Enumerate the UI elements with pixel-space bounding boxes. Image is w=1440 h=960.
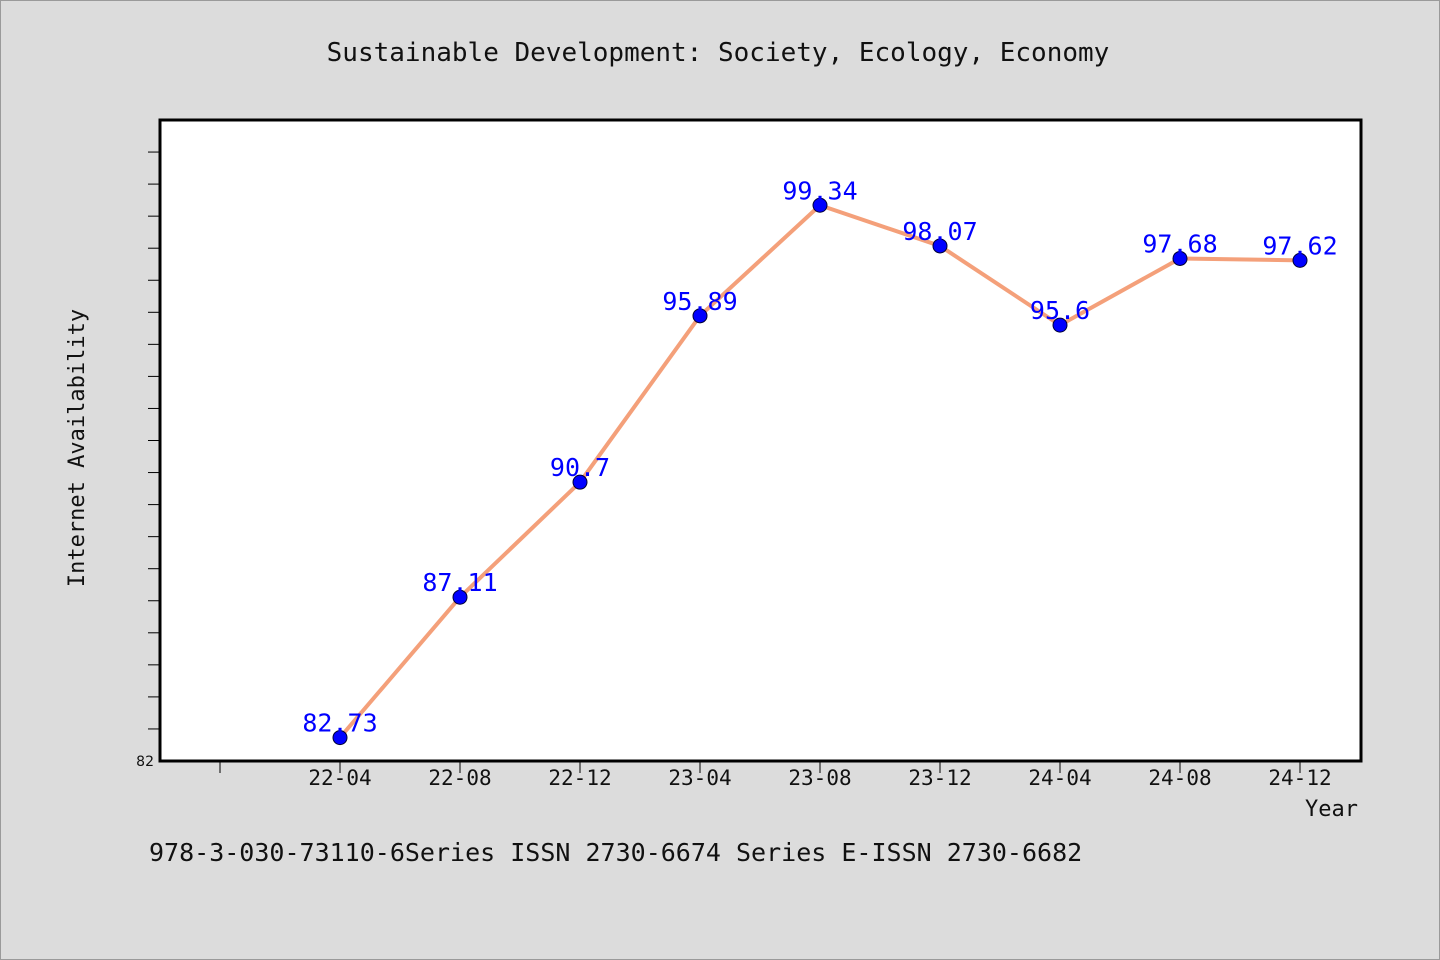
footer-isbn-text: 978-3-030-73110-6Series ISSN 2730-6674 S… bbox=[149, 838, 1082, 867]
data-point bbox=[1292, 252, 1308, 268]
data-point bbox=[1052, 317, 1068, 333]
x-tick-label: 22-04 bbox=[308, 766, 371, 790]
data-point bbox=[692, 308, 708, 324]
x-tick-label: 23-12 bbox=[908, 766, 971, 790]
data-label: 87.11 bbox=[422, 568, 497, 597]
data-label: 95.89 bbox=[662, 287, 737, 316]
data-point bbox=[332, 730, 348, 746]
plot-area bbox=[158, 118, 1363, 763]
data-label: 95.6 bbox=[1030, 296, 1090, 325]
data-point bbox=[572, 474, 588, 490]
x-tick-label: 23-04 bbox=[668, 766, 731, 790]
y-tick-label: 82 bbox=[136, 754, 154, 770]
data-labels: 82.73 87.11 90.7 95.89 99.34 98.07 95.6 97.68 97… bbox=[302, 176, 1337, 737]
y-axis-label: Internet Availability bbox=[65, 309, 90, 587]
x-tick-label: 23-08 bbox=[788, 766, 851, 790]
data-point bbox=[452, 589, 468, 605]
data-point bbox=[932, 238, 948, 254]
x-tick-label: 24-12 bbox=[1268, 766, 1331, 790]
data-label: 82.73 bbox=[302, 709, 377, 738]
data-label: 99.34 bbox=[782, 176, 857, 205]
data-markers bbox=[332, 197, 1308, 746]
data-label: 97.68 bbox=[1142, 229, 1217, 258]
y-axis-ticks: 82 bbox=[136, 151, 160, 770]
x-tick-label: 24-04 bbox=[1028, 766, 1091, 790]
x-axis-label: Year bbox=[1305, 797, 1358, 822]
data-label: 90.7 bbox=[550, 453, 610, 482]
x-tick-label: 22-12 bbox=[548, 766, 611, 790]
data-point bbox=[812, 197, 828, 213]
chart-title: Sustainable Development: Society, Ecolog… bbox=[327, 38, 1110, 68]
data-label: 97.62 bbox=[1262, 231, 1337, 260]
data-label: 98.07 bbox=[902, 217, 977, 246]
data-point bbox=[1172, 250, 1188, 266]
x-axis-ticks: 22-04 22-08 22-12 23-04 23-08 23-12 24-04 24-08… bbox=[219, 761, 1332, 790]
x-tick-label: 22-08 bbox=[428, 766, 491, 790]
x-tick-label: 24-08 bbox=[1148, 766, 1211, 790]
